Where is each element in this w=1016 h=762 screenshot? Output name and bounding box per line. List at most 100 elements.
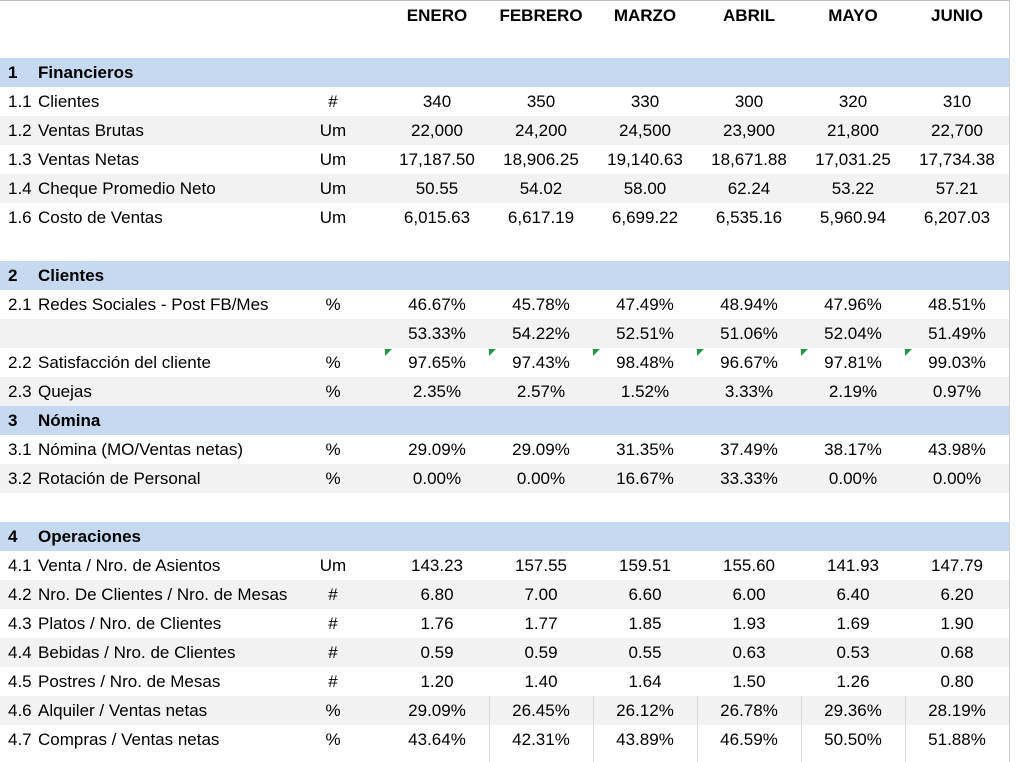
value-cell-marzo[interactable]: 47.49%	[616, 295, 674, 314]
row-number[interactable]: 1.1	[8, 92, 32, 111]
row-number[interactable]: 1.4	[8, 179, 32, 198]
value-cell-junio[interactable]: 17,734.38	[919, 150, 995, 169]
row-number[interactable]: 4.6	[8, 701, 32, 720]
row-number[interactable]: 2.1	[8, 295, 32, 314]
value-cell-junio[interactable]: 28.19%	[928, 701, 986, 720]
row-label[interactable]: Redes Sociales - Post FB/Mes	[38, 295, 269, 314]
row-unit[interactable]: Um	[319, 121, 347, 140]
row-unit[interactable]: #	[328, 643, 338, 662]
row-unit[interactable]	[300, 319, 366, 348]
value-cell-mayo[interactable]: 53.22	[831, 179, 875, 198]
row-number[interactable]: 2.2	[8, 353, 32, 372]
row-label[interactable]: Rotación de Personal	[38, 469, 201, 488]
value-cell-mayo[interactable]: 1.69	[836, 614, 870, 633]
value-cell-abril[interactable]: 96.67%	[720, 353, 778, 372]
row-number[interactable]	[0, 319, 40, 348]
value-cell-junio[interactable]: 6.20	[940, 585, 974, 604]
row-number[interactable]: 4.3	[8, 614, 32, 633]
row-label[interactable]: Postres / Nro. de Mesas	[38, 672, 221, 691]
row-label[interactable]: Platos / Nro. de Clientes	[38, 614, 222, 633]
value-cell-febrero[interactable]: 24,200	[515, 121, 567, 140]
value-cell-junio[interactable]: 99.03%	[928, 353, 986, 372]
row-number[interactable]: 4.4	[8, 643, 32, 662]
value-cell-febrero[interactable]: 0.00%	[516, 469, 566, 488]
value-cell-mayo[interactable]: 17,031.25	[815, 150, 891, 169]
row-label[interactable]: Cheque Promedio Neto	[38, 179, 216, 198]
value-cell-mayo[interactable]: 97.81%	[824, 353, 882, 372]
value-cell-febrero[interactable]: 97.43%	[512, 353, 570, 372]
value-cell-marzo[interactable]: 43.89%	[616, 730, 674, 749]
value-cell-enero[interactable]: 97.65%	[408, 353, 466, 372]
row-number[interactable]: 4.5	[8, 672, 32, 691]
row-number[interactable]: 1.6	[8, 208, 32, 227]
value-cell-junio[interactable]: 51.88%	[928, 730, 986, 749]
value-cell-enero[interactable]: 22,000	[411, 121, 463, 140]
value-cell-abril[interactable]: 155.60	[723, 556, 775, 575]
value-cell-mayo[interactable]: 6.40	[836, 585, 870, 604]
value-cell-febrero[interactable]: 29.09%	[512, 440, 570, 459]
value-cell-marzo[interactable]: 26.12%	[616, 701, 674, 720]
error-indicator-icon[interactable]	[593, 349, 600, 356]
error-indicator-icon[interactable]	[385, 349, 392, 356]
value-cell-junio[interactable]: 0.68	[940, 643, 974, 662]
value-cell-marzo[interactable]: 0.55	[628, 643, 662, 662]
month-header-junio[interactable]: JUNIO	[931, 6, 983, 25]
row-unit[interactable]: Um	[319, 150, 347, 169]
value-cell-abril[interactable]: 62.24	[727, 179, 771, 198]
value-cell-febrero[interactable]: 1.77	[524, 614, 558, 633]
value-cell-febrero[interactable]: 42.31%	[512, 730, 570, 749]
value-cell-enero[interactable]: 1.20	[420, 672, 454, 691]
value-cell-mayo[interactable]: 320	[838, 92, 868, 111]
month-header-febrero[interactable]: FEBRERO	[499, 6, 583, 25]
value-cell-enero[interactable]: 50.55	[415, 179, 459, 198]
row-label[interactable]: Venta / Nro. de Asientos	[38, 556, 221, 575]
value-cell-marzo[interactable]: 24,500	[619, 121, 671, 140]
value-cell-abril[interactable]: 18,671.88	[711, 150, 787, 169]
row-unit[interactable]: %	[325, 701, 341, 720]
row-unit[interactable]: %	[325, 353, 341, 372]
value-cell-enero[interactable]: 46.67%	[408, 295, 466, 314]
value-cell-marzo[interactable]: 1.85	[628, 614, 662, 633]
value-cell-abril[interactable]: 0.63	[732, 643, 766, 662]
value-cell-junio[interactable]: 22,700	[931, 121, 983, 140]
value-cell-marzo[interactable]: 19,140.63	[607, 150, 683, 169]
value-cell-abril[interactable]: 23,900	[723, 121, 775, 140]
value-cell-mayo[interactable]: 21,800	[827, 121, 879, 140]
value-cell-febrero[interactable]: 18,906.25	[503, 150, 579, 169]
value-cell-enero[interactable]: 1.76	[420, 614, 454, 633]
value-cell-marzo[interactable]: 98.48%	[616, 353, 674, 372]
row-unit[interactable]: Um	[319, 556, 347, 575]
value-cell-marzo[interactable]: 16.67%	[616, 469, 674, 488]
value-cell-marzo[interactable]: 330	[630, 92, 660, 111]
value-cell-febrero[interactable]: 2.57%	[516, 382, 566, 401]
value-cell-febrero[interactable]: 6,617.19	[507, 208, 575, 227]
row-number[interactable]: 3.1	[8, 440, 32, 459]
value-cell-abril[interactable]: 33.33%	[720, 469, 778, 488]
month-header-abril[interactable]: ABRIL	[723, 6, 775, 25]
value-cell-febrero[interactable]: 1.40	[524, 672, 558, 691]
error-indicator-icon[interactable]	[489, 349, 496, 356]
row-label[interactable]: Costo de Ventas	[38, 208, 163, 227]
value-cell-mayo[interactable]: 0.00%	[828, 469, 878, 488]
value-cell-enero[interactable]: 2.35%	[412, 382, 462, 401]
value-cell-abril[interactable]: 48.94%	[720, 295, 778, 314]
value-cell-junio[interactable]: 0.97%	[932, 382, 982, 401]
row-unit[interactable]: Um	[319, 179, 347, 198]
value-cell-mayo[interactable]: 141.93	[827, 556, 879, 575]
value-cell-abril[interactable]: 3.33%	[724, 382, 774, 401]
value-cell-marzo[interactable]: 6,699.22	[611, 208, 679, 227]
row-number[interactable]: 2.3	[8, 382, 32, 401]
row-label[interactable]: Nómina (MO/Ventas netas)	[38, 440, 244, 459]
value-cell-abril[interactable]: 1.93	[732, 614, 766, 633]
value-cell-junio[interactable]: 0.00%	[932, 469, 982, 488]
value-cell-abril[interactable]: 300	[734, 92, 764, 111]
month-header-enero[interactable]: ENERO	[406, 6, 468, 25]
value-cell-marzo[interactable]: 1.52%	[620, 382, 670, 401]
value-cell-abril[interactable]: 46.59%	[720, 730, 778, 749]
value-cell-febrero[interactable]: 26.45%	[512, 701, 570, 720]
row-label[interactable]: Nro. De Clientes / Nro. de Mesas	[38, 585, 288, 604]
row-label[interactable]: Alquiler / Ventas netas	[38, 701, 208, 720]
row-unit[interactable]: %	[325, 469, 341, 488]
error-indicator-icon[interactable]	[801, 349, 808, 356]
row-label[interactable]: Quejas	[38, 382, 92, 401]
